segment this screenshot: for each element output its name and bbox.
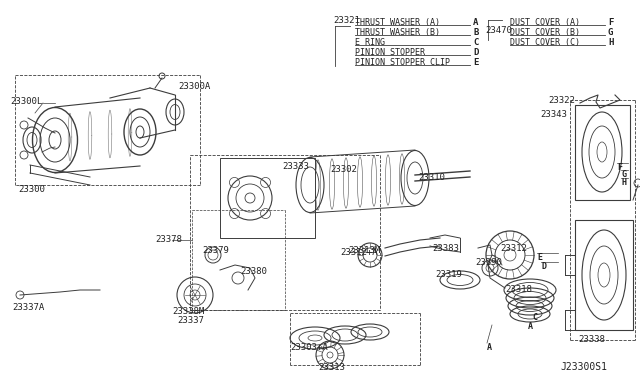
Text: 23312: 23312	[500, 244, 527, 253]
Text: D: D	[473, 48, 478, 57]
Text: D: D	[541, 262, 546, 271]
Text: 23337A: 23337A	[12, 303, 44, 312]
Text: A: A	[473, 18, 478, 27]
Text: H: H	[608, 38, 613, 47]
Text: G: G	[621, 170, 626, 179]
Text: 23310: 23310	[418, 173, 445, 182]
Text: 23313M: 23313M	[348, 246, 380, 255]
Bar	[575, 105, 630, 200]
Text: 23343: 23343	[540, 110, 567, 119]
Text: 23333: 23333	[282, 162, 309, 171]
Text: 23380: 23380	[240, 267, 267, 276]
Text: E: E	[537, 253, 542, 262]
Text: 23300: 23300	[18, 185, 45, 194]
Text: THRUST WASHER (A): THRUST WASHER (A)	[355, 18, 440, 27]
Text: 23300A: 23300A	[178, 82, 211, 91]
Bar	[220, 158, 315, 238]
Text: 23313: 23313	[318, 363, 345, 372]
Text: C: C	[532, 313, 537, 322]
Text: 23322: 23322	[548, 96, 575, 105]
Text: 23319: 23319	[435, 270, 462, 279]
Text: F: F	[617, 163, 622, 172]
Text: PINION STOPPER: PINION STOPPER	[355, 48, 425, 57]
Text: 23390: 23390	[475, 258, 502, 267]
Text: E RING: E RING	[355, 38, 385, 47]
Text: THRUST WASHER (B): THRUST WASHER (B)	[355, 28, 440, 37]
Text: DUST COVER (A): DUST COVER (A)	[510, 18, 580, 27]
Text: DUST COVER (C): DUST COVER (C)	[510, 38, 580, 47]
Text: 23318: 23318	[505, 285, 532, 294]
Text: 23338M: 23338M	[172, 307, 204, 316]
Bar	[575, 220, 633, 330]
Text: J23300S1: J23300S1	[560, 362, 607, 372]
Text: 23383: 23383	[432, 244, 459, 253]
Text: 23379: 23379	[202, 246, 229, 255]
Text: DUST COVER (B): DUST COVER (B)	[510, 28, 580, 37]
Text: 23300L: 23300L	[10, 97, 42, 106]
Text: 23321: 23321	[333, 16, 360, 25]
Text: F: F	[608, 18, 613, 27]
Text: 23470: 23470	[485, 26, 512, 35]
Text: 23303+A: 23303+A	[290, 343, 328, 352]
Text: 23312+A: 23312+A	[340, 248, 378, 257]
Text: 23302: 23302	[330, 165, 357, 174]
Text: 23378: 23378	[155, 235, 182, 244]
Text: PINION STOPPER CLIP: PINION STOPPER CLIP	[355, 58, 450, 67]
Text: H: H	[621, 178, 626, 187]
Text: 23337: 23337	[177, 316, 204, 325]
Text: A: A	[487, 343, 492, 352]
Text: E: E	[473, 58, 478, 67]
Text: A: A	[528, 322, 533, 331]
Text: 23338: 23338	[578, 335, 605, 344]
Text: G: G	[608, 28, 613, 37]
Text: C: C	[473, 38, 478, 47]
Text: B: B	[473, 28, 478, 37]
